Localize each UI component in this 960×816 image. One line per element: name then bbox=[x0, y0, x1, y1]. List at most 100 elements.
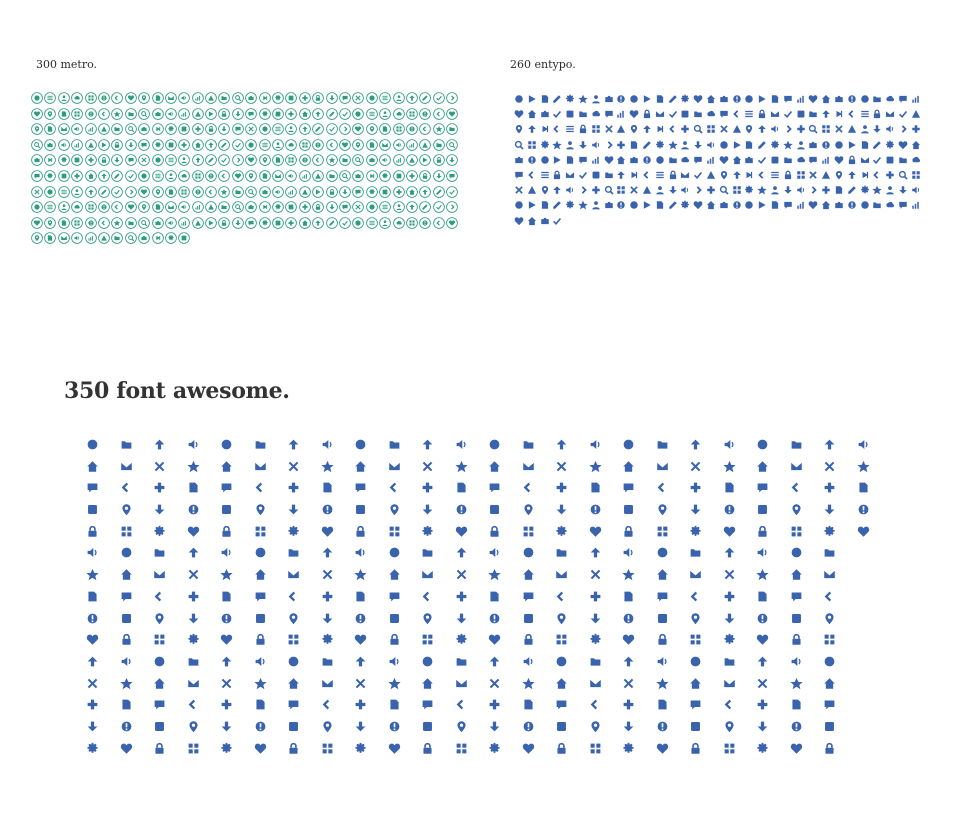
glyph-icon bbox=[321, 525, 355, 547]
glyph-icon bbox=[354, 655, 388, 677]
glyph-icon bbox=[187, 568, 221, 590]
glyph-icon bbox=[642, 200, 655, 215]
glyph-icon bbox=[205, 154, 218, 170]
glyph-icon bbox=[365, 185, 379, 202]
glyph-icon bbox=[151, 201, 165, 217]
glyph-icon bbox=[488, 633, 522, 655]
glyph-icon bbox=[642, 109, 655, 124]
glyph-icon bbox=[120, 481, 154, 503]
glyph-icon bbox=[254, 481, 288, 503]
glyph-icon bbox=[218, 216, 231, 233]
glyph-icon bbox=[911, 155, 924, 170]
glyph-icon bbox=[232, 92, 245, 108]
glyph-icon bbox=[392, 107, 406, 124]
glyph-icon bbox=[339, 185, 352, 202]
glyph-icon bbox=[287, 698, 321, 720]
glyph-icon bbox=[339, 92, 352, 108]
glyph-icon bbox=[872, 124, 885, 139]
glyph-icon bbox=[165, 154, 178, 170]
glyph-icon bbox=[71, 138, 84, 155]
glyph-icon bbox=[299, 170, 312, 186]
glyph-icon bbox=[898, 200, 911, 215]
glyph-icon bbox=[178, 107, 191, 124]
glyph-icon bbox=[744, 140, 757, 155]
glyph-icon bbox=[321, 720, 355, 742]
glyph-icon bbox=[86, 525, 120, 547]
glyph-icon bbox=[421, 460, 455, 482]
glyph-icon bbox=[31, 185, 44, 202]
glyph-icon bbox=[254, 503, 288, 525]
glyph-icon bbox=[589, 677, 623, 699]
glyph-icon bbox=[392, 92, 406, 108]
glyph-icon bbox=[432, 138, 446, 155]
glyph-icon bbox=[446, 107, 459, 124]
glyph-icon bbox=[552, 170, 565, 185]
glyph-icon bbox=[406, 123, 419, 139]
glyph-icon bbox=[153, 720, 187, 742]
glyph-icon bbox=[689, 612, 723, 634]
glyph-icon bbox=[321, 742, 355, 764]
glyph-icon bbox=[680, 185, 693, 200]
glyph-icon bbox=[514, 200, 527, 215]
glyph-icon bbox=[796, 155, 809, 170]
glyph-icon bbox=[719, 94, 732, 109]
glyph-icon bbox=[98, 201, 111, 217]
glyph-icon bbox=[153, 590, 187, 612]
glyph-icon bbox=[589, 698, 623, 720]
entypo-section-title: 260 entypo. bbox=[510, 58, 576, 71]
glyph-icon bbox=[514, 124, 527, 139]
glyph-icon bbox=[616, 200, 629, 215]
glyph-icon bbox=[138, 92, 151, 108]
glyph-icon bbox=[111, 232, 124, 248]
glyph-icon bbox=[153, 438, 187, 460]
glyph-icon bbox=[191, 154, 205, 170]
glyph-icon bbox=[604, 155, 617, 170]
glyph-icon bbox=[379, 170, 392, 186]
glyph-icon bbox=[540, 170, 553, 185]
glyph-icon bbox=[629, 140, 642, 155]
glyph-icon bbox=[847, 200, 860, 215]
glyph-icon bbox=[552, 200, 565, 215]
glyph-icon bbox=[191, 216, 205, 233]
glyph-icon bbox=[860, 155, 873, 170]
glyph-icon bbox=[723, 698, 757, 720]
glyph-icon bbox=[446, 170, 459, 186]
glyph-icon bbox=[406, 92, 419, 108]
glyph-icon bbox=[578, 185, 591, 200]
glyph-icon bbox=[187, 438, 221, 460]
glyph-icon bbox=[86, 720, 120, 742]
glyph-icon bbox=[527, 124, 540, 139]
glyph-icon bbox=[354, 742, 388, 764]
glyph-icon bbox=[655, 94, 668, 109]
glyph-icon bbox=[885, 155, 898, 170]
glyph-icon bbox=[220, 633, 254, 655]
glyph-icon bbox=[388, 698, 422, 720]
glyph-icon bbox=[719, 200, 732, 215]
glyph-icon bbox=[321, 568, 355, 590]
glyph-icon bbox=[312, 92, 325, 108]
glyph-icon bbox=[821, 140, 834, 155]
glyph-icon bbox=[622, 655, 656, 677]
glyph-icon bbox=[540, 140, 553, 155]
glyph-icon bbox=[71, 170, 84, 186]
glyph-icon bbox=[354, 503, 388, 525]
glyph-icon bbox=[488, 720, 522, 742]
glyph-icon bbox=[790, 460, 824, 482]
glyph-icon bbox=[857, 438, 891, 460]
glyph-icon bbox=[706, 109, 719, 124]
glyph-icon bbox=[555, 503, 589, 525]
glyph-icon bbox=[722, 460, 757, 482]
glyph-icon bbox=[622, 481, 656, 503]
glyph-icon bbox=[872, 200, 885, 215]
glyph-icon bbox=[655, 140, 668, 155]
glyph-icon bbox=[287, 503, 321, 525]
glyph-icon bbox=[565, 185, 578, 200]
glyph-icon bbox=[258, 92, 272, 108]
glyph-icon bbox=[86, 481, 120, 503]
glyph-icon bbox=[756, 590, 790, 612]
glyph-icon bbox=[790, 612, 824, 634]
glyph-icon bbox=[312, 138, 325, 155]
glyph-icon bbox=[808, 124, 821, 139]
glyph-icon bbox=[218, 201, 231, 217]
glyph-icon bbox=[723, 742, 757, 764]
